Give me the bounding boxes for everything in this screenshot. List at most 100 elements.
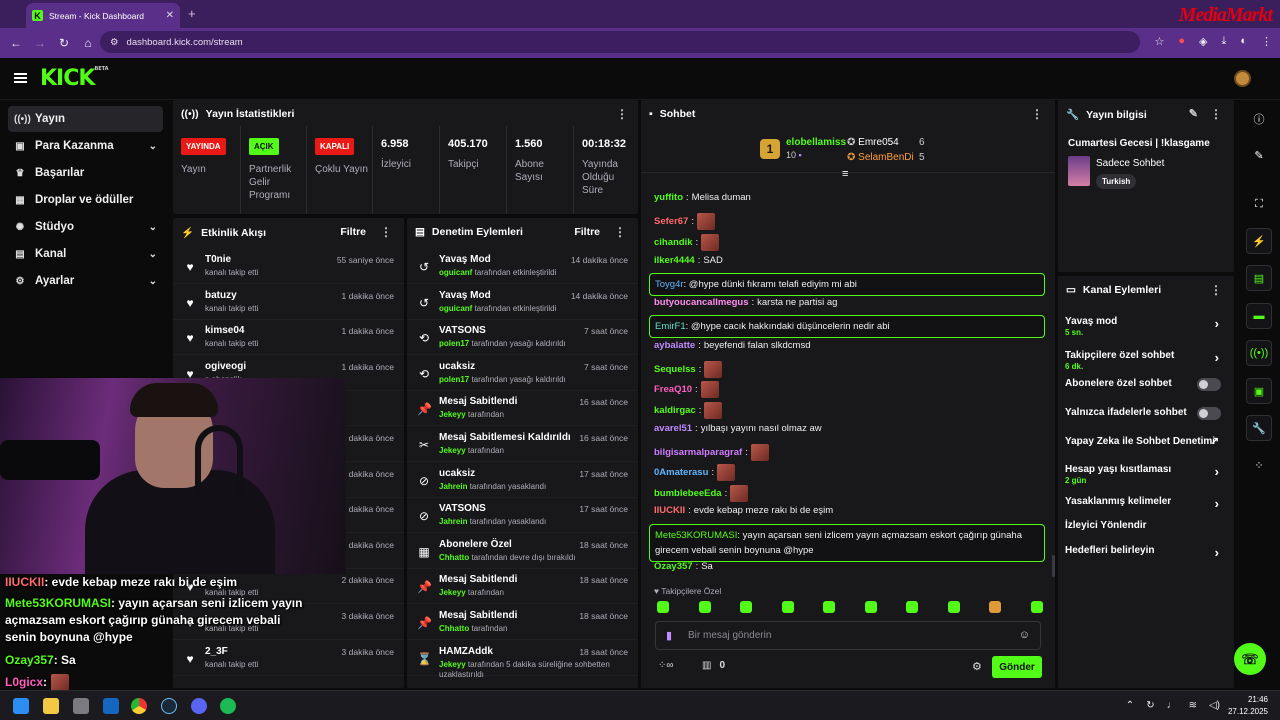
discord-icon[interactable]	[191, 698, 207, 714]
wifi-icon[interactable]: ≋	[1188, 700, 1197, 711]
moderator-name[interactable]: Chhatto	[439, 552, 470, 562]
edit-pencil-icon[interactable]: ✎	[1188, 108, 1198, 120]
activity-username[interactable]: ogiveogi	[205, 360, 247, 372]
menu-dots-icon[interactable]: ⋮	[1261, 36, 1272, 48]
moderator-name[interactable]: polen17	[439, 374, 470, 384]
channel-action-item[interactable]: İzleyici Yönlendir	[1065, 520, 1227, 531]
emoji-icon[interactable]: ☺	[1018, 629, 1030, 641]
site-info-icon[interactable]: ⚙	[110, 36, 119, 48]
lightning-icon[interactable]: ⚡	[1246, 228, 1272, 254]
chat-username[interactable]: EmirF1	[655, 321, 686, 332]
sync-icon[interactable]: ↻	[1146, 700, 1155, 711]
activity-username[interactable]: T0nie	[205, 254, 232, 265]
browser-tab[interactable]: K Stream - Kick Dashboard ✕	[26, 3, 180, 28]
moderator-name[interactable]: Jahrein	[439, 517, 468, 527]
chat-username[interactable]: 0Amaterasu	[654, 467, 709, 478]
chat-username[interactable]: Mete53KORUMASI	[655, 530, 738, 541]
chat-username[interactable]: butyoucancallmegus	[654, 297, 749, 308]
sidebar-item-basarilar[interactable]: ♛ Başarılar	[15, 167, 85, 179]
moderator-name[interactable]: Jekeyy	[439, 446, 466, 455]
category-name[interactable]: Sadece Sohbet	[1096, 158, 1165, 169]
hamburger-menu-icon[interactable]	[14, 73, 27, 83]
sidebar-item-ayarlar[interactable]: ⚙ Ayarlar ⌄	[15, 275, 157, 287]
toggle-switch[interactable]	[1197, 407, 1221, 420]
chevron-up-icon[interactable]: ⌃	[1125, 700, 1135, 711]
app-icon[interactable]	[73, 698, 89, 714]
steam-icon[interactable]	[161, 698, 177, 714]
top-gifter-3[interactable]: ✪ SelamBenDi 5	[847, 152, 925, 163]
document-icon[interactable]: ▤	[1246, 265, 1272, 291]
filter-button[interactable]: Filtre	[574, 226, 600, 238]
more-options-icon[interactable]: ⋮	[1210, 283, 1222, 297]
clock[interactable]: 21:46 27.12.2025	[1227, 695, 1268, 716]
chat-username[interactable]: Toyg4r	[655, 279, 684, 290]
channel-action-item[interactable]: Hesap yaşı kısıtlaması 2 gün ›	[1065, 464, 1227, 485]
chat-username[interactable]: ilker4444	[654, 255, 695, 266]
moderator-name[interactable]: Jekeyy	[439, 659, 466, 669]
sidebar-item-droplar[interactable]: ▦ Droplar ve ödüller	[15, 194, 134, 206]
emote-icon[interactable]	[740, 601, 752, 613]
chat-settings-icon[interactable]: ⚙	[972, 661, 982, 673]
channel-action-item[interactable]: Yalnızca ifadelerle sohbet	[1065, 407, 1227, 420]
sidebar-item-kanal[interactable]: ▤ Kanal ⌄	[15, 248, 157, 260]
home-icon[interactable]: ⌂	[84, 36, 92, 50]
chat-username[interactable]: Ozay357	[654, 561, 693, 572]
chat-username[interactable]: bumblebeeEda	[654, 488, 722, 499]
address-bar[interactable]: ⚙ dashboard.kick.com/stream	[100, 31, 1140, 53]
mic-tray-icon[interactable]: ♩	[1166, 700, 1177, 711]
broadcast-icon[interactable]: ((•))	[1246, 340, 1272, 366]
forward-icon[interactable]: →	[34, 36, 46, 50]
more-options-icon[interactable]: ⋮	[614, 225, 626, 239]
activity-username[interactable]: batuzy	[205, 289, 237, 301]
chrome-icon[interactable]	[131, 698, 147, 714]
sidebar-item-yayin[interactable]: ((•)) Yayın	[8, 106, 163, 132]
chat-username[interactable]: cihandik	[654, 237, 693, 248]
toggle-switch[interactable]	[1197, 378, 1221, 391]
more-options-icon[interactable]: ⋮	[616, 107, 628, 121]
channel-action-item[interactable]: Yasaklanmış kelimeler ›	[1065, 496, 1227, 511]
activity-username[interactable]: kimse04	[205, 325, 245, 337]
emote-icon[interactable]	[947, 601, 960, 613]
new-tab-icon[interactable]: +	[188, 6, 196, 21]
chat-username[interactable]: kaldirgac	[654, 405, 696, 416]
chat-bubble-icon[interactable]: ▬	[1246, 303, 1272, 329]
channel-action-item[interactable]: Yapay Zeka ile Sohbet Denetimi ↗	[1065, 436, 1227, 447]
channel-action-item[interactable]: Hedefleri belirleyin ›	[1065, 545, 1227, 560]
windows-start-icon[interactable]	[13, 698, 29, 714]
send-button[interactable]: Gönder	[992, 656, 1042, 678]
extensions-puzzle-icon[interactable]: ◈	[1199, 36, 1208, 48]
tag-pill[interactable]: Turkish	[1096, 174, 1137, 189]
add-widget-icon[interactable]: ⁘	[1254, 459, 1264, 472]
download-icon[interactable]: ⤓	[1221, 35, 1227, 47]
channel-action-item[interactable]: Yavaş mod 5 sn. ›	[1065, 316, 1227, 337]
focus-icon[interactable]: ⛶	[1255, 197, 1263, 210]
moderator-name[interactable]: Jahrein	[439, 481, 468, 491]
moderator-name[interactable]: oguicanf	[439, 268, 473, 277]
microphone-icon[interactable]: ▮	[666, 630, 673, 642]
emote-icon[interactable]	[1030, 601, 1043, 613]
chat-scrollbar[interactable]	[1052, 555, 1055, 577]
chat-input[interactable]: ▮ Bir mesaj gönderin ☺	[655, 621, 1041, 650]
moderator-name[interactable]: polen17	[439, 339, 470, 349]
chat-username[interactable]: Sequelss	[654, 364, 696, 375]
filter-button[interactable]: Filtre	[340, 226, 366, 238]
moderator-name[interactable]: Jekeyy	[439, 588, 466, 598]
chat-username[interactable]: bilgisarmalparagraf	[654, 447, 743, 458]
shop-counter[interactable]: ▥ 0	[702, 660, 726, 671]
channel-action-item[interactable]: Takipçilere özel sohbet 6 dk. ›	[1065, 350, 1227, 371]
moderator-name[interactable]: oguicanf	[439, 303, 473, 313]
points-icon[interactable]: ⁘∞	[658, 660, 674, 671]
emote-icon[interactable]	[698, 601, 711, 613]
more-options-icon[interactable]: ⋮	[1031, 107, 1043, 121]
top-gifter-1[interactable]: 1 elobellamiss 10 ▪	[760, 136, 846, 162]
chat-username[interactable]: avarel51	[654, 423, 693, 434]
emote-icon[interactable]	[864, 601, 877, 613]
top-gifter-2[interactable]: ✪ Emre054 6	[847, 137, 925, 148]
activity-username[interactable]: 2_3F	[205, 645, 228, 657]
emote-icon[interactable]	[906, 601, 918, 613]
channel-action-item[interactable]: Abonelere özel sohbet	[1065, 378, 1227, 391]
wrench-icon[interactable]: 🔧	[1246, 415, 1272, 441]
chat-username[interactable]: FreaQ10	[654, 384, 693, 395]
profile-avatar-icon[interactable]: ◐	[1240, 35, 1247, 47]
help-chat-icon[interactable]: ☏	[1234, 643, 1266, 675]
